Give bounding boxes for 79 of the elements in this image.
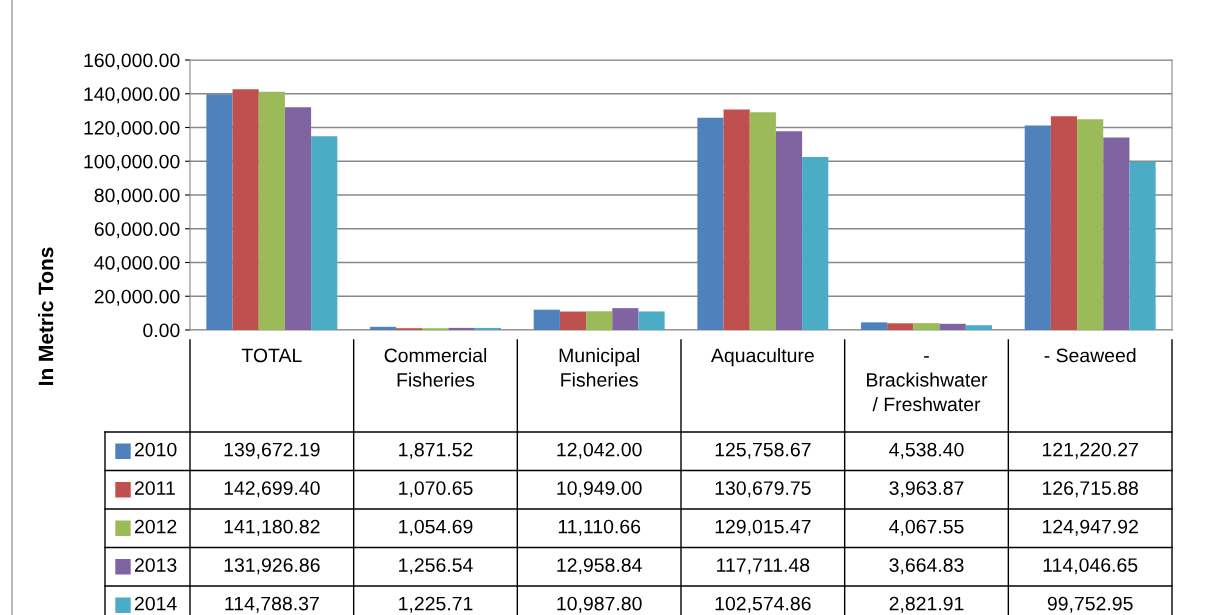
y-tick-label: 60,000.00 <box>94 222 180 239</box>
bar <box>775 131 803 330</box>
data-label: 1,225.71 <box>399 596 473 613</box>
bar <box>232 89 259 330</box>
data-label: 114,788.37 <box>225 596 319 613</box>
data-label: 1,256.54 <box>399 558 473 575</box>
bar <box>861 322 888 330</box>
data-label: 10,987.80 <box>557 596 642 613</box>
data-label: 126,715.88 <box>1043 481 1138 498</box>
bar <box>939 323 966 330</box>
data-label: 12,042.00 <box>557 442 642 459</box>
x-tick-label: - Brackishwater / Freshwater <box>867 356 988 412</box>
y-axis-title: In Metric Tons <box>38 247 54 385</box>
bar <box>749 112 776 330</box>
data-label: 1,054.69 <box>399 519 473 536</box>
bar <box>258 91 285 330</box>
data-label: 141,180.82 <box>224 519 320 536</box>
data-label: 10,949.00 <box>557 481 642 498</box>
legend-label: 2011 <box>134 481 175 495</box>
x-tick-label: TOTAL <box>241 348 302 363</box>
data-label: 117,711.48 <box>717 558 810 575</box>
bar <box>311 136 338 330</box>
bar <box>586 311 613 330</box>
y-tick-label: 0.00 <box>143 323 180 338</box>
bar <box>1077 119 1104 330</box>
bar <box>913 323 940 330</box>
data-label: 139,672.19 <box>224 442 320 459</box>
bar <box>887 323 914 330</box>
y-tick-label: 140,000.00 <box>84 87 180 104</box>
data-label: 114,046.65 <box>1043 558 1138 575</box>
data-label: 2,821.91 <box>889 596 964 613</box>
data-label: 4,538.40 <box>889 442 964 459</box>
data-label: 124,947.92 <box>1043 519 1138 536</box>
data-label: 131,926.86 <box>224 558 320 575</box>
data-label: 11,110.66 <box>558 519 641 536</box>
data-label: 142,699.40 <box>224 481 320 498</box>
data-label: 1,070.65 <box>399 481 473 498</box>
y-tick-label: 80,000.00 <box>94 188 180 205</box>
x-tick-label: Commercial Fisheries <box>384 348 487 387</box>
bar <box>723 109 750 330</box>
bar <box>448 327 475 330</box>
data-label: 121,220.27 <box>1043 442 1138 459</box>
y-tick-label: 160,000.00 <box>84 53 180 70</box>
legend-label: 2012 <box>134 519 177 534</box>
legend-label: 2014 <box>134 596 177 611</box>
y-tick-label: 120,000.00 <box>84 120 180 138</box>
bar <box>612 308 639 330</box>
bar <box>206 94 233 330</box>
y-tick-label: 40,000.00 <box>94 255 180 273</box>
bar <box>802 156 829 330</box>
y-tick-label: 100,000.00 <box>84 154 180 171</box>
bar <box>697 117 724 330</box>
bar <box>1103 137 1130 330</box>
x-tick-label: Municipal Fisheries <box>559 348 639 387</box>
data-label: 4,067.55 <box>889 519 964 536</box>
bar <box>284 107 312 330</box>
legend-label: 2013 <box>134 558 177 572</box>
bar <box>533 309 560 330</box>
bar <box>965 325 992 330</box>
bar <box>474 327 501 330</box>
data-label: 125,758.67 <box>715 442 811 459</box>
data-label: 129,015.47 <box>715 519 811 536</box>
bar <box>370 326 397 330</box>
bar <box>1050 116 1078 330</box>
data-label: 99,752.95 <box>1047 596 1133 613</box>
data-label: 1,871.52 <box>399 442 473 459</box>
bar <box>559 311 587 330</box>
bar <box>638 311 665 330</box>
y-tick-label: 20,000.00 <box>94 289 180 306</box>
data-label: 130,679.75 <box>715 481 811 498</box>
x-tick-label: - Seaweed <box>1044 348 1136 363</box>
bar <box>1129 161 1156 330</box>
bar <box>1024 125 1051 330</box>
data-label: 12,958.84 <box>557 558 642 575</box>
x-tick-label: Aquaculture <box>710 348 814 367</box>
data-label: 3,963.87 <box>889 481 964 498</box>
legend-label: 2010 <box>134 442 177 457</box>
data-label: 102,574.86 <box>715 596 811 613</box>
data-label: 3,664.83 <box>889 558 964 575</box>
